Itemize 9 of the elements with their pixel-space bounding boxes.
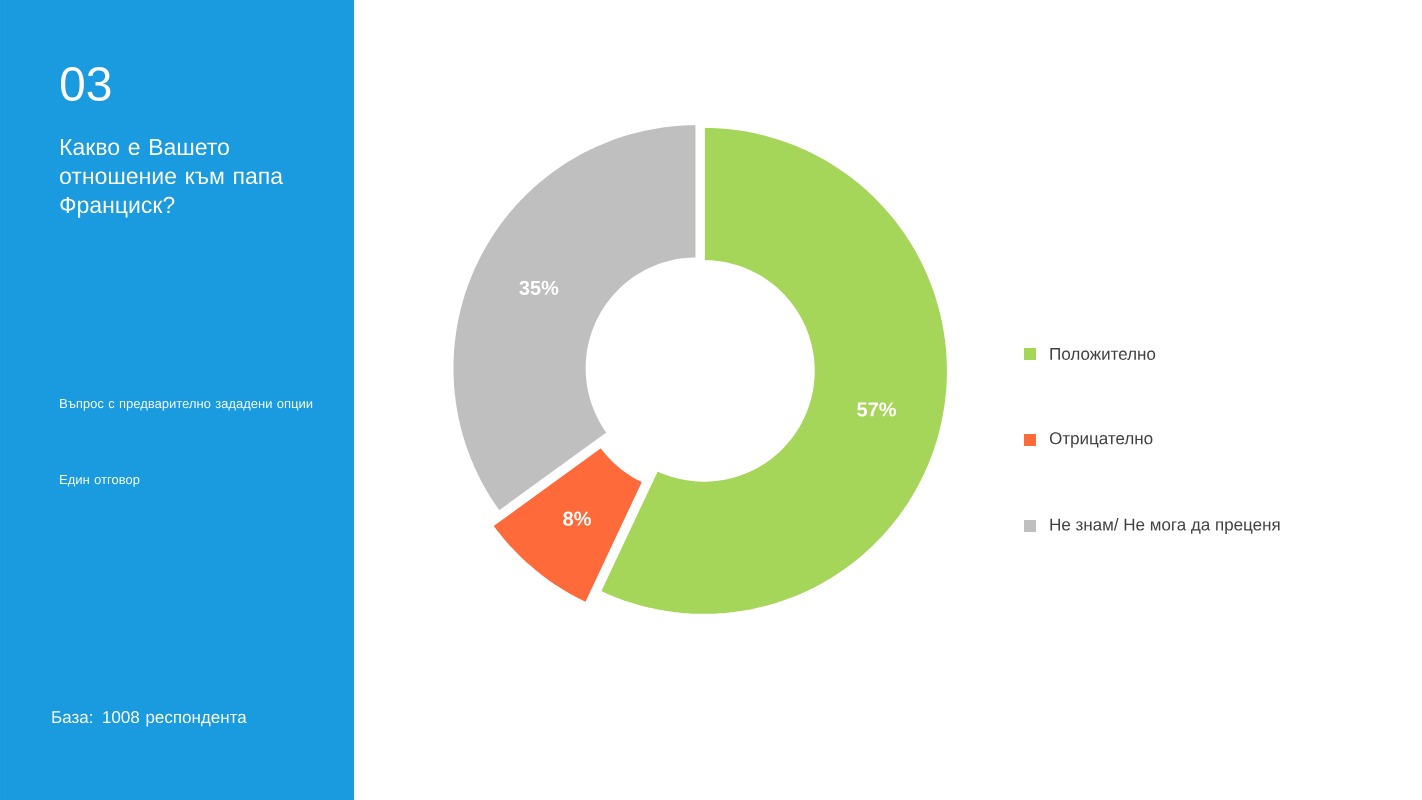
text: База: 1008 респондента: [52, 711, 247, 727]
legend-label: Не знам/ Не мога да преценя: [1050, 518, 1280, 534]
legend-label: Положително: [1050, 348, 1156, 360]
data-label: 57%: [857, 402, 897, 417]
data-label: 35%: [519, 280, 559, 295]
text: 03: [60, 67, 111, 102]
legend-label: Отрицателно: [1049, 432, 1153, 448]
text: Какво е Вашето отношение към папа Франциск?: [60, 139, 284, 218]
data-label: 8%: [563, 511, 591, 526]
